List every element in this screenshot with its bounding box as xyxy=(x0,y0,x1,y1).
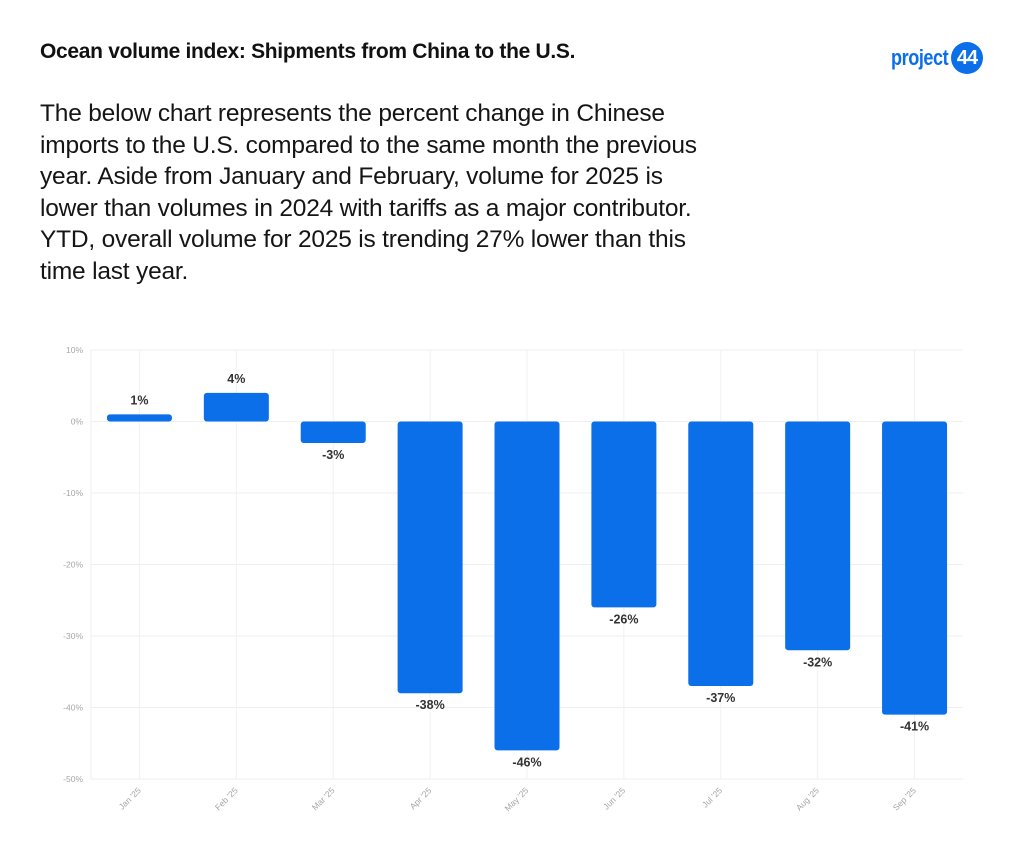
data-label: 1% xyxy=(130,393,148,407)
bars xyxy=(106,392,948,751)
x-tick-label: Aug '25 xyxy=(794,785,821,812)
x-tick-label: Jun '25 xyxy=(601,785,627,811)
bar xyxy=(591,421,657,608)
chart-description: The below chart represents the percent c… xyxy=(40,98,820,287)
description-line: imports to the U.S. compared to the same… xyxy=(40,131,697,159)
logo-badge-icon: 44 xyxy=(951,42,983,74)
logo-wordmark: project xyxy=(891,45,949,70)
x-tick-label: Mar '25 xyxy=(310,785,337,812)
bar xyxy=(785,421,851,651)
bar xyxy=(494,421,560,751)
bar xyxy=(203,392,269,422)
data-label: -41% xyxy=(900,720,929,734)
y-tick-label: 10% xyxy=(66,345,83,355)
x-tick-label: Jan '25 xyxy=(117,785,143,811)
data-label: -32% xyxy=(803,655,832,669)
x-tick-label: Sep '25 xyxy=(891,785,918,812)
y-tick-label: -20% xyxy=(63,560,83,570)
x-tick-label: May '25 xyxy=(502,785,530,813)
y-tick-label: -30% xyxy=(63,631,83,641)
description-line: YTD, overall volume for 2025 is trending… xyxy=(40,226,686,253)
project44-logo: project 44 xyxy=(891,42,983,74)
bar xyxy=(688,421,754,687)
data-label: -38% xyxy=(416,698,445,712)
data-label: 4% xyxy=(227,372,245,386)
bar xyxy=(300,421,366,443)
bar xyxy=(106,414,172,422)
data-label: -37% xyxy=(706,691,735,705)
y-tick-label: 0% xyxy=(71,417,84,427)
bar xyxy=(397,421,463,694)
chart-title: Ocean volume index: Shipments from China… xyxy=(40,40,576,63)
bar xyxy=(882,421,948,715)
y-axis: 10% 0% -10% -20% -30% -40% -50% xyxy=(63,345,83,784)
data-label: -3% xyxy=(322,448,344,462)
x-tick-label: Apr '25 xyxy=(408,785,434,811)
y-tick-label: -40% xyxy=(63,703,83,713)
description-line: The below chart represents the percent c… xyxy=(40,100,665,127)
x-tick-label: Jul '25 xyxy=(700,785,724,809)
y-tick-label: -10% xyxy=(63,488,83,498)
description-line: time last year. xyxy=(40,257,189,285)
description-line: lower than volumes in 2024 with tariffs … xyxy=(40,194,692,222)
description-line: year. Aside from January and February, v… xyxy=(40,163,663,190)
data-label: -26% xyxy=(609,612,638,626)
x-tick-label: Feb '25 xyxy=(213,785,240,812)
x-axis: Jan '25 Feb '25 Mar '25 Apr '25 May '25 Jun '… xyxy=(117,785,919,813)
data-labels: 1% 4% -3% -38% -46% -26% -37% -32% -41% xyxy=(130,372,929,770)
y-tick-label: -50% xyxy=(63,774,83,784)
data-label: -46% xyxy=(512,755,541,769)
